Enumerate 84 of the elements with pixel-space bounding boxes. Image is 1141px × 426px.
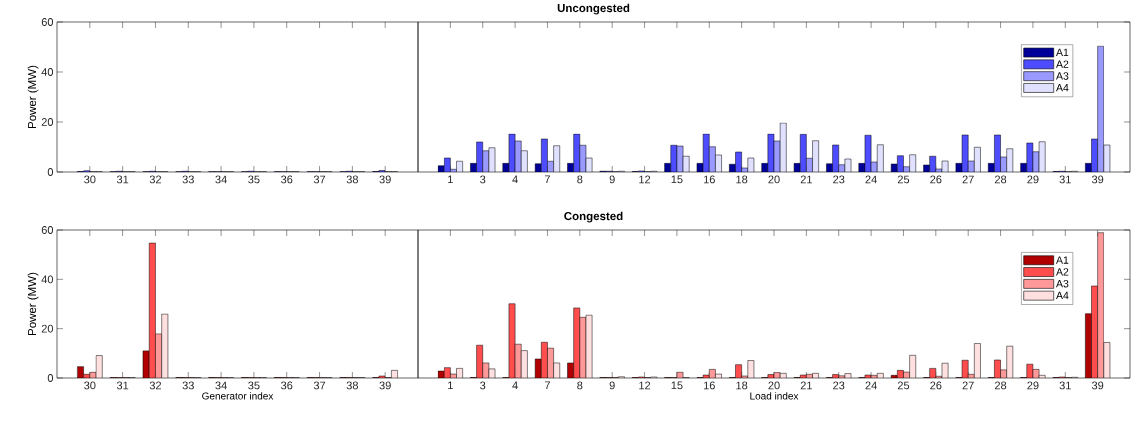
x-tick-label: 34 bbox=[215, 381, 227, 390]
x-tick-label: 31 bbox=[1059, 175, 1071, 184]
x-tick-label: 36 bbox=[281, 381, 293, 390]
x-tick-label: 20 bbox=[768, 381, 780, 390]
legend-label: A2 bbox=[1056, 268, 1069, 276]
legend-label: A4 bbox=[1056, 84, 1069, 92]
y-tick-label: 40 bbox=[41, 68, 54, 76]
x-tick-label: 20 bbox=[768, 175, 780, 184]
legend-label: A1 bbox=[1056, 48, 1069, 56]
x-tick-label: 18 bbox=[736, 175, 748, 184]
x-tick-label: 37 bbox=[313, 381, 326, 390]
x-tick-label: 25 bbox=[897, 381, 910, 390]
y-axis-title: Power (MW) bbox=[27, 272, 39, 335]
x-tick-label: 24 bbox=[865, 175, 877, 184]
x-tick-label: 9 bbox=[609, 381, 615, 390]
x-tick-label: 33 bbox=[182, 175, 194, 184]
x-tick-label: 37 bbox=[313, 175, 326, 184]
y-tick-label: 20 bbox=[41, 118, 54, 126]
x-tick-label: 30 bbox=[84, 381, 96, 390]
x-tick-label: 8 bbox=[577, 175, 583, 184]
x-tick-label: 38 bbox=[346, 175, 358, 184]
x-tick-label: 28 bbox=[994, 175, 1007, 184]
x-tick-label: 18 bbox=[736, 381, 748, 390]
x-tick-label: 26 bbox=[930, 381, 942, 390]
x-tick-label: 35 bbox=[248, 381, 260, 390]
x-tick-label: 7 bbox=[544, 381, 550, 390]
x-tick-label: 15 bbox=[671, 381, 683, 390]
x-tick-label: 31 bbox=[1059, 381, 1071, 390]
x-tick-label: 39 bbox=[379, 381, 391, 390]
legend-label: A2 bbox=[1056, 60, 1069, 68]
x-tick-label: 38 bbox=[346, 381, 358, 390]
y-tick-label: 0 bbox=[47, 374, 54, 382]
x-tick-label: 26 bbox=[930, 175, 942, 184]
chart-title: Congested bbox=[564, 211, 623, 223]
x-tick-label: 4 bbox=[512, 381, 518, 390]
x-tick-label: 1 bbox=[448, 381, 453, 390]
x-axis-title: Generator index bbox=[202, 392, 274, 400]
x-tick-label: 27 bbox=[962, 381, 974, 390]
x-tick-label: 12 bbox=[639, 381, 651, 390]
x-tick-label: 24 bbox=[865, 381, 877, 390]
x-tick-label: 39 bbox=[1091, 381, 1104, 390]
y-tick-label: 0 bbox=[47, 168, 54, 176]
x-tick-label: 32 bbox=[149, 175, 162, 184]
x-tick-label: 27 bbox=[962, 175, 974, 184]
x-tick-label: 21 bbox=[800, 381, 812, 390]
x-tick-label: 29 bbox=[1027, 175, 1039, 184]
x-tick-label: 12 bbox=[639, 175, 651, 184]
x-tick-label: 15 bbox=[671, 175, 683, 184]
x-tick-label: 8 bbox=[577, 381, 583, 390]
chart-title: Uncongested bbox=[557, 3, 630, 15]
x-tick-label: 30 bbox=[84, 175, 96, 184]
x-tick-label: 31 bbox=[116, 175, 129, 184]
x-tick-label: 3 bbox=[480, 175, 486, 184]
y-tick-label: 40 bbox=[41, 275, 54, 284]
x-tick-label: 32 bbox=[149, 381, 162, 390]
x-tick-label: 31 bbox=[116, 381, 129, 390]
x-tick-label: 1 bbox=[448, 175, 453, 184]
x-tick-label: 33 bbox=[182, 381, 194, 390]
x-tick-label: 25 bbox=[897, 175, 910, 184]
legend-label: A3 bbox=[1056, 72, 1069, 80]
y-tick-label: 20 bbox=[41, 324, 54, 333]
x-axis-title: Load index bbox=[750, 392, 799, 400]
x-tick-label: 16 bbox=[703, 175, 715, 184]
x-tick-label: 3 bbox=[480, 381, 486, 390]
x-tick-label: 29 bbox=[1027, 381, 1039, 390]
y-axis-title: Power (MW) bbox=[27, 65, 39, 128]
x-tick-label: 39 bbox=[1091, 175, 1104, 184]
x-tick-label: 35 bbox=[248, 175, 260, 184]
legend-label: A3 bbox=[1056, 279, 1069, 288]
x-tick-label: 36 bbox=[281, 175, 293, 184]
x-tick-label: 28 bbox=[994, 381, 1007, 390]
x-tick-label: 39 bbox=[379, 175, 391, 184]
x-tick-label: 34 bbox=[215, 175, 227, 184]
x-tick-label: 4 bbox=[512, 175, 518, 184]
x-tick-label: 16 bbox=[703, 381, 715, 390]
x-tick-label: 23 bbox=[833, 381, 845, 390]
y-tick-label: 60 bbox=[41, 226, 54, 234]
legend-label: A4 bbox=[1056, 291, 1069, 300]
y-tick-label: 60 bbox=[41, 18, 54, 26]
x-tick-label: 7 bbox=[544, 175, 550, 184]
legend-label: A1 bbox=[1056, 256, 1069, 264]
x-tick-label: 9 bbox=[609, 175, 615, 184]
x-tick-label: 21 bbox=[800, 175, 812, 184]
x-tick-label: 23 bbox=[833, 175, 845, 184]
